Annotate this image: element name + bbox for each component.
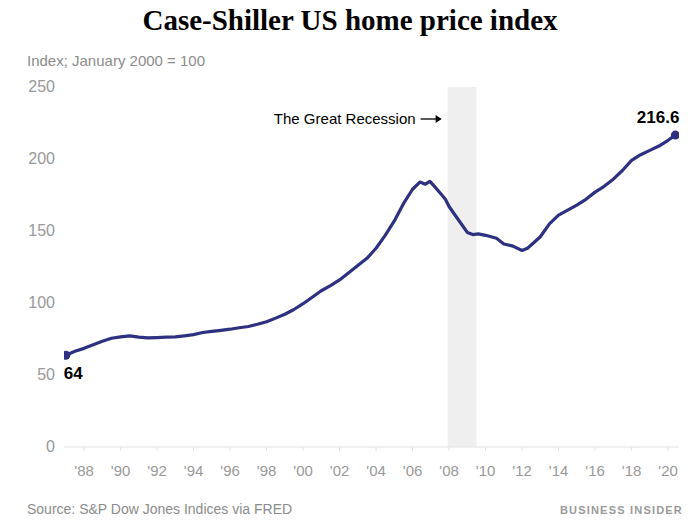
x-tick-label: '90: [111, 462, 131, 479]
x-tick-label: '06: [403, 462, 423, 479]
x-tick: [303, 447, 304, 451]
data-label: 216.6: [637, 108, 680, 127]
x-tick: [668, 447, 669, 451]
x-tick: [485, 447, 486, 451]
x-tick-label: '14: [549, 462, 569, 479]
price-line: [66, 135, 676, 355]
x-tick: [84, 447, 85, 451]
x-tick: [157, 447, 158, 451]
x-tick-label: '00: [293, 462, 313, 479]
y-tick-label: 250: [28, 78, 55, 95]
y-tick-label: 200: [28, 150, 55, 167]
x-tick: [230, 447, 231, 451]
end-point: [671, 131, 679, 140]
subtitle: Index; January 2000 = 100: [27, 52, 205, 69]
annotation-arrowhead: [436, 115, 442, 123]
y-tick-label: 150: [28, 222, 55, 239]
x-tick: [631, 447, 632, 451]
x-tick-label: '98: [257, 462, 277, 479]
x-tick-label: '12: [512, 462, 532, 479]
recession-band: [448, 87, 477, 447]
x-tick: [449, 447, 450, 451]
x-tick-label: '94: [184, 462, 204, 479]
x-tick: [558, 447, 559, 451]
x-tick-label: '16: [585, 462, 605, 479]
x-tick: [412, 447, 413, 451]
x-tick: [522, 447, 523, 451]
annotation: The Great Recession: [274, 110, 416, 127]
plot-area: [64, 131, 679, 360]
x-axis-line: [64, 447, 679, 448]
x-tick-label: '02: [330, 462, 350, 479]
x-tick: [266, 447, 267, 451]
x-tick-label: '88: [74, 462, 94, 479]
x-tick: [595, 447, 596, 451]
x-tick: [376, 447, 377, 451]
source: Source: S&P Dow Jones Indices via FRED: [27, 501, 292, 517]
y-tick-label: 50: [37, 366, 55, 383]
x-tick: [120, 447, 121, 451]
data-label: 64: [64, 364, 83, 383]
x-tick-label: '18: [622, 462, 642, 479]
y-tick-label: 100: [28, 294, 55, 311]
credit: BUSINESS INSIDER: [560, 504, 683, 516]
end-point: [64, 351, 70, 360]
x-tick-label: '10: [476, 462, 496, 479]
x-tick-label: '20: [658, 462, 678, 479]
x-tick-label: '08: [439, 462, 459, 479]
x-tick: [193, 447, 194, 451]
chart: Case-Shiller US home price index Index; J…: [0, 0, 700, 525]
x-tick: [339, 447, 340, 451]
y-tick-label: 0: [46, 438, 55, 455]
title: Case-Shiller US home price index: [142, 4, 558, 36]
x-tick-label: '96: [220, 462, 240, 479]
x-tick-label: '92: [147, 462, 167, 479]
x-tick-label: '04: [366, 462, 386, 479]
